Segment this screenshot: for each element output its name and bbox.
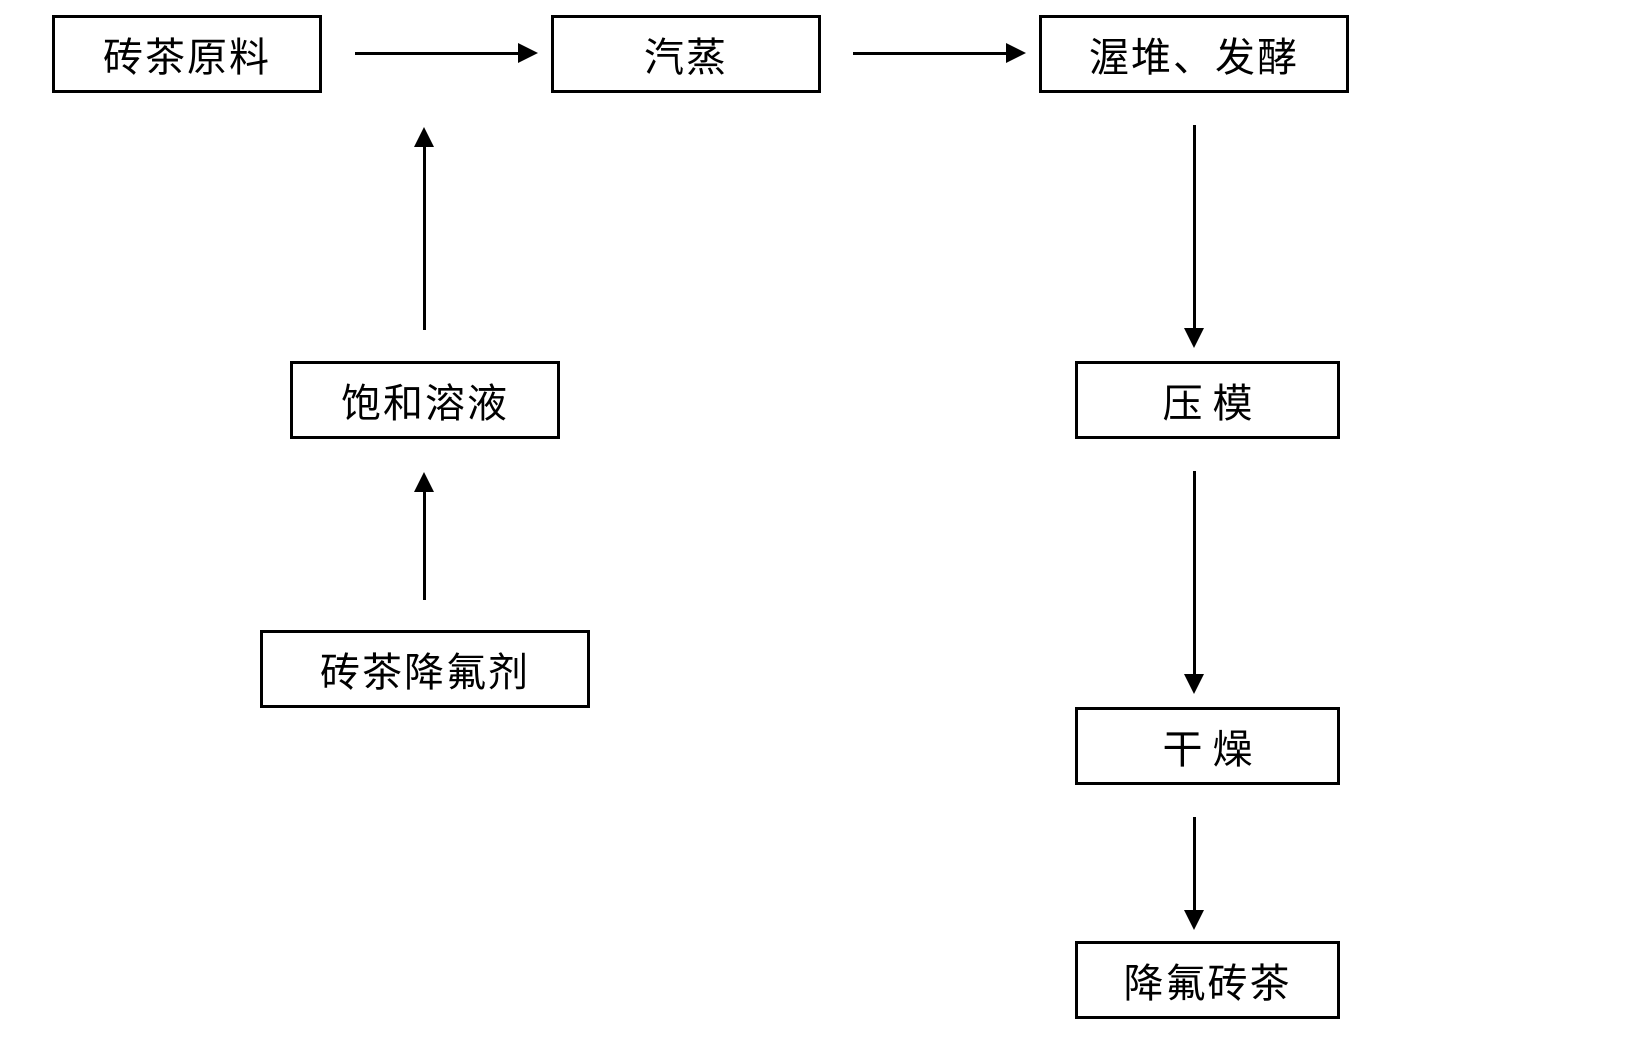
arrow-steam-to-ferment — [853, 52, 1008, 55]
node-fermentation-label: 渥堆、发酵 — [1089, 25, 1299, 83]
arrow-agent-to-solution — [423, 490, 426, 600]
arrow-head-ferment-to-press — [1184, 328, 1204, 348]
arrow-ferment-to-press — [1193, 125, 1196, 330]
node-pressing-label: 压 模 — [1163, 371, 1253, 429]
node-pressing: 压 模 — [1075, 361, 1340, 439]
node-steaming-label: 汽蒸 — [644, 25, 728, 83]
node-defluorinating-agent: 砖茶降氟剂 — [260, 630, 590, 708]
node-product-label: 降氟砖茶 — [1124, 951, 1292, 1009]
node-saturated-solution: 饱和溶液 — [290, 361, 560, 439]
arrow-head-dry-to-product — [1184, 910, 1204, 930]
arrow-solution-to-steam — [423, 145, 426, 330]
node-raw-material-label: 砖茶原料 — [103, 25, 271, 83]
arrow-raw-to-steam — [355, 52, 520, 55]
node-drying-label: 干 燥 — [1163, 717, 1253, 775]
node-fermentation: 渥堆、发酵 — [1039, 15, 1349, 93]
node-defluorinating-agent-label: 砖茶降氟剂 — [320, 640, 530, 698]
arrow-head-press-to-dry — [1184, 674, 1204, 694]
arrow-dry-to-product — [1193, 817, 1196, 912]
node-drying: 干 燥 — [1075, 707, 1340, 785]
arrow-head-agent-to-solution — [414, 472, 434, 492]
node-saturated-solution-label: 饱和溶液 — [341, 371, 509, 429]
arrow-press-to-dry — [1193, 471, 1196, 676]
node-steaming: 汽蒸 — [551, 15, 821, 93]
arrow-head-raw-to-steam — [518, 43, 538, 63]
arrow-head-solution-to-steam — [414, 127, 434, 147]
node-raw-material: 砖茶原料 — [52, 15, 322, 93]
arrow-head-steam-to-ferment — [1006, 43, 1026, 63]
node-product: 降氟砖茶 — [1075, 941, 1340, 1019]
